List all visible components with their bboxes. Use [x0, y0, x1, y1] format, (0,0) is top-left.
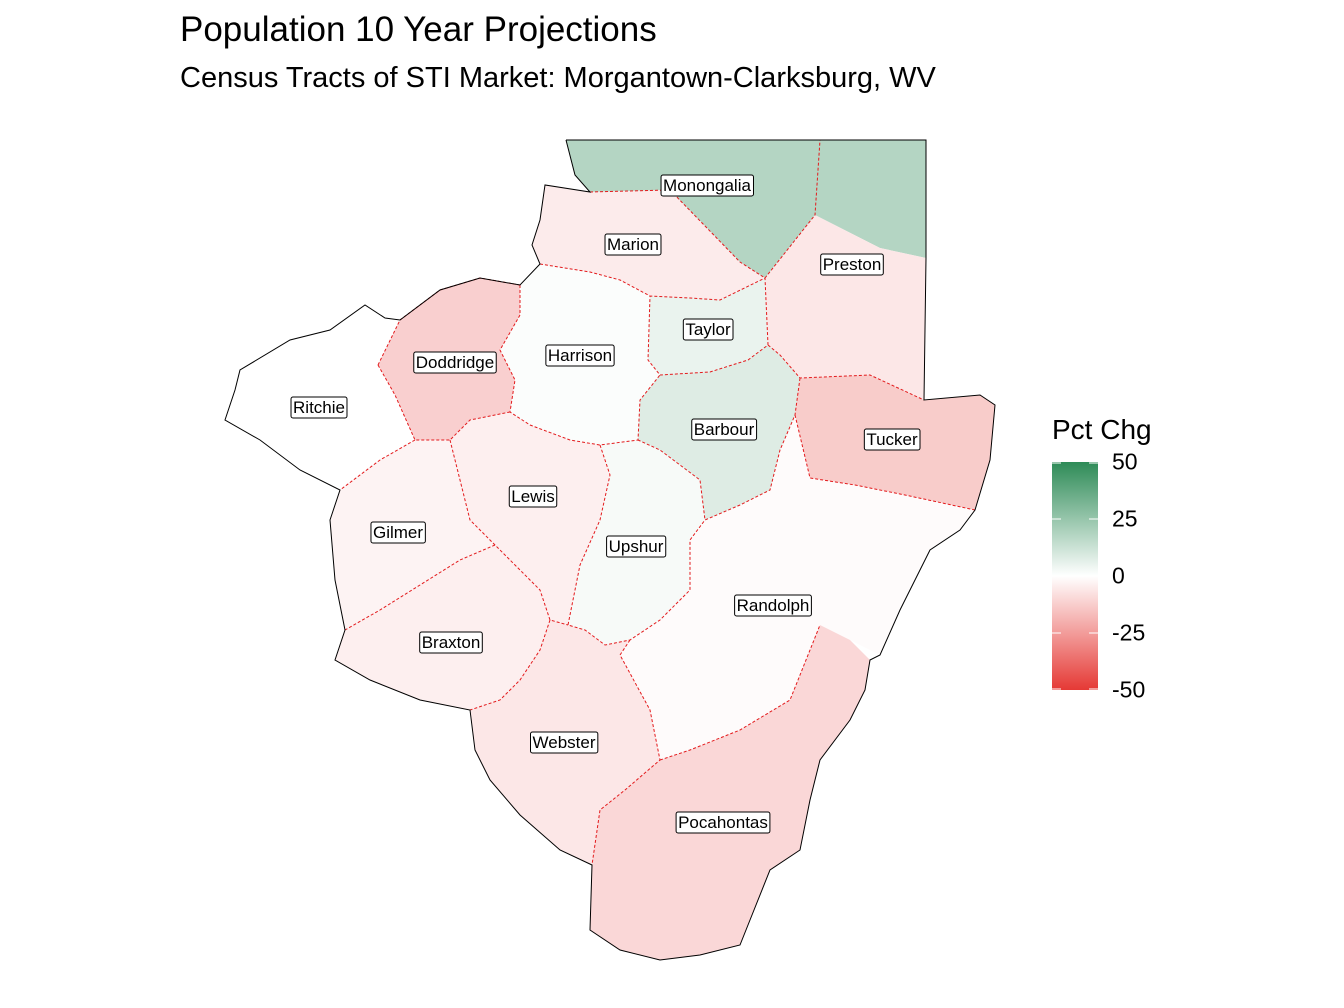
- legend-tick-label: -25: [1112, 619, 1146, 646]
- border-line: [794, 414, 976, 511]
- county-area-pocahontas: [590, 625, 870, 960]
- county-label-text: Pocahontas: [678, 813, 768, 832]
- county-labels: Monongalia Marion Preston Taylor Harrison Dod…: [290, 174, 921, 834]
- county-area-monongalia: [566, 140, 926, 278]
- county-label-tucker: Tucker: [863, 428, 921, 451]
- legend-tick-label: -50: [1112, 676, 1146, 703]
- county-label-monongalia: Monongalia: [660, 174, 754, 197]
- legend-color-bar: [1052, 462, 1098, 690]
- border-line: [344, 544, 496, 631]
- legend-title: Pct Chg: [1052, 414, 1152, 445]
- border-line: [499, 285, 661, 446]
- county-label-text: Marion: [607, 235, 659, 254]
- county-label-braxton: Braxton: [419, 631, 483, 654]
- border-line: [449, 439, 569, 626]
- border-line: [637, 377, 801, 521]
- county-label-pocahontas: Pocahontas: [675, 811, 771, 834]
- border-line: [659, 624, 821, 761]
- county-label-lewis: Lewis: [508, 485, 558, 508]
- county-label-marion: Marion: [604, 233, 662, 256]
- legend-tick-label: 25: [1112, 505, 1138, 532]
- county-label-doddridge: Doddridge: [413, 351, 497, 374]
- county-label-text: Taylor: [685, 320, 731, 339]
- county-label-preston: Preston: [820, 253, 884, 276]
- page-subtitle: Census Tracts of STI Market: Morgantown-…: [180, 62, 936, 94]
- border-line: [377, 364, 511, 441]
- county-label-randolph: Randolph: [734, 594, 812, 617]
- county-label-barbour: Barbour: [691, 418, 758, 441]
- county-area-lewis: [450, 412, 610, 625]
- county-label-text: Doddridge: [416, 353, 494, 372]
- county-label-text: Randolph: [737, 596, 810, 615]
- county-label-taylor: Taylor: [682, 318, 734, 341]
- county-label-text: Preston: [823, 255, 882, 274]
- border-line: [589, 139, 821, 279]
- border-line: [567, 444, 706, 646]
- county-label-text: Webster: [533, 733, 596, 752]
- county-area-randolph: [620, 415, 975, 760]
- county-label-text: Monongalia: [663, 176, 751, 195]
- county-label-text: Barbour: [694, 420, 755, 439]
- border-line: [339, 439, 416, 491]
- county-label-text: Lewis: [511, 487, 554, 506]
- county-label-text: Tucker: [866, 430, 918, 449]
- county-label-ritchie: Ritchie: [290, 396, 348, 419]
- county-label-text: Braxton: [422, 633, 481, 652]
- county-label-upshur: Upshur: [606, 535, 667, 558]
- border-line: [539, 263, 769, 376]
- market-outline: [224, 139, 996, 961]
- county-label-text: Ritchie: [293, 398, 345, 417]
- county-label-harrison: Harrison: [545, 344, 615, 367]
- legend-tick-label: 50: [1112, 448, 1138, 475]
- page-title: Population 10 Year Projections: [180, 10, 657, 49]
- county-label-text: Harrison: [548, 346, 612, 365]
- county-label-gilmer: Gilmer: [370, 521, 426, 544]
- county-label-text: Gilmer: [373, 523, 423, 542]
- county-area-preston: [765, 215, 926, 400]
- county-label-webster: Webster: [530, 731, 599, 754]
- legend-tick-label: 0: [1112, 562, 1125, 589]
- border-line: [469, 619, 551, 711]
- county-label-text: Upshur: [609, 537, 664, 556]
- county-area-braxton: [335, 545, 550, 710]
